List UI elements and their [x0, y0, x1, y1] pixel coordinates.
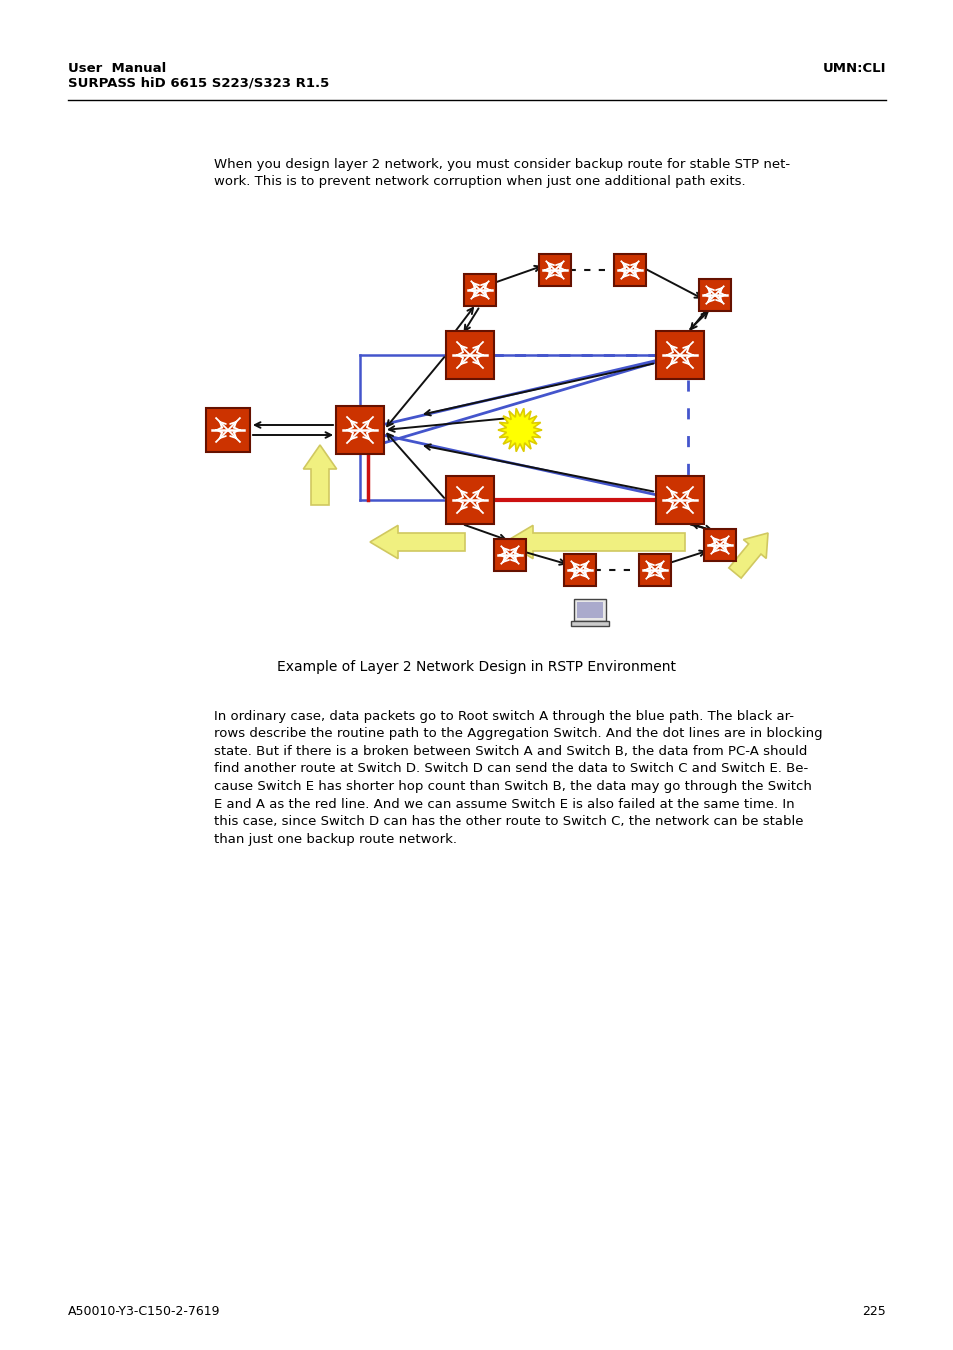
- FancyArrow shape: [370, 525, 464, 559]
- Bar: [656, 477, 703, 524]
- FancyArrow shape: [728, 533, 767, 578]
- Text: User  Manual: User Manual: [68, 62, 166, 76]
- Bar: [446, 331, 494, 379]
- Text: SURPASS hiD 6615 S223/S323 R1.5: SURPASS hiD 6615 S223/S323 R1.5: [68, 77, 329, 90]
- Bar: [463, 274, 496, 306]
- Text: 225: 225: [862, 1305, 885, 1318]
- Bar: [699, 279, 730, 310]
- Bar: [574, 599, 605, 621]
- Text: Example of Layer 2 Network Design in RSTP Environment: Example of Layer 2 Network Design in RST…: [277, 660, 676, 674]
- Bar: [571, 621, 608, 626]
- Bar: [538, 254, 571, 286]
- FancyArrow shape: [504, 525, 684, 559]
- Bar: [563, 554, 596, 586]
- Text: UMN:CLI: UMN:CLI: [821, 62, 885, 76]
- Bar: [206, 408, 250, 452]
- Text: When you design layer 2 network, you must consider backup route for stable STP n: When you design layer 2 network, you mus…: [213, 158, 789, 188]
- Bar: [577, 602, 602, 618]
- Bar: [446, 477, 494, 524]
- Bar: [335, 406, 384, 454]
- Polygon shape: [497, 408, 541, 452]
- Text: A50010-Y3-C150-2-7619: A50010-Y3-C150-2-7619: [68, 1305, 220, 1318]
- Text: In ordinary case, data packets go to Root switch A through the blue path. The bl: In ordinary case, data packets go to Roo…: [213, 710, 821, 845]
- Bar: [656, 331, 703, 379]
- Bar: [614, 254, 645, 286]
- Bar: [494, 539, 525, 571]
- FancyArrow shape: [303, 446, 336, 505]
- Bar: [703, 529, 735, 562]
- Bar: [639, 554, 670, 586]
